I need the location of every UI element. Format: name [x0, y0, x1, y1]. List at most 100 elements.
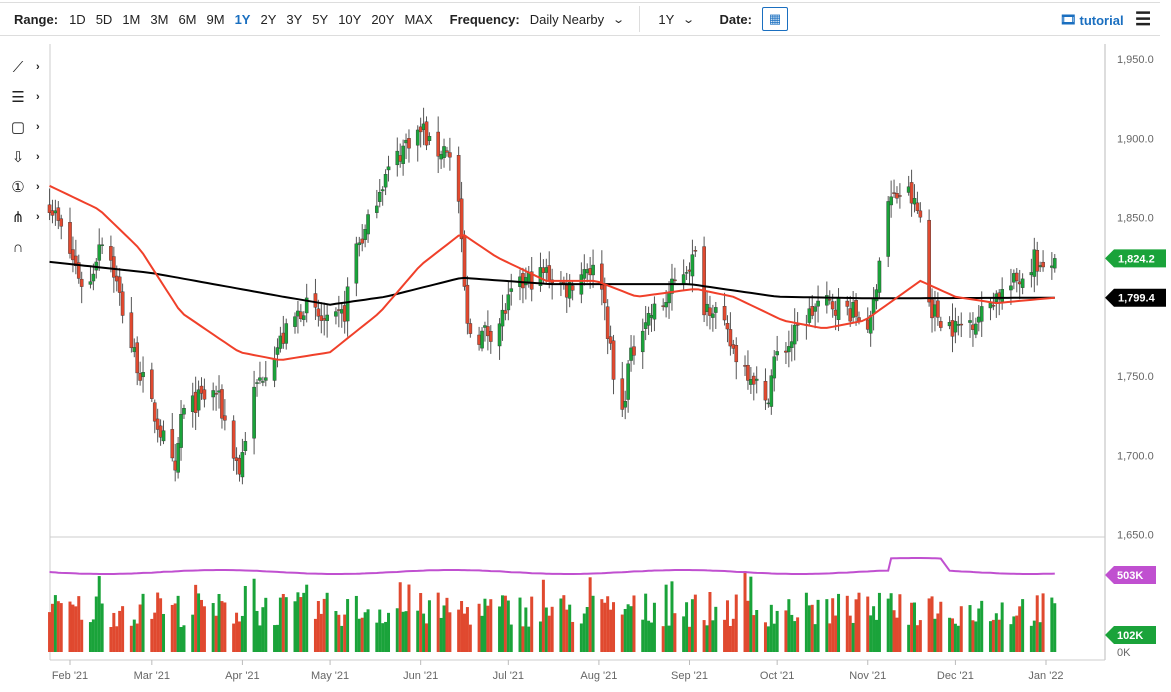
date-tick-label: Dec '21	[937, 670, 974, 682]
candle-body	[629, 347, 633, 361]
range-5y[interactable]: 5Y	[312, 11, 329, 27]
volume-bar	[600, 599, 604, 652]
candle-body	[296, 310, 300, 317]
candle-body	[874, 289, 879, 302]
tool-marker[interactable]: ① ›	[8, 172, 48, 202]
volume-bar	[579, 623, 583, 652]
candle-body	[950, 320, 955, 337]
tool-rectangle[interactable]: ▢ ›	[8, 112, 48, 142]
chevron-right-icon: ›	[36, 91, 40, 103]
candle-body	[483, 325, 487, 328]
candle-body	[50, 210, 55, 216]
volume-bar	[682, 616, 686, 652]
candle-body	[749, 379, 753, 385]
candle-body	[789, 341, 794, 348]
frequency-dropdown[interactable]: Daily Nearby ⌄	[530, 12, 625, 27]
tool-magnet[interactable]: ∩	[8, 232, 48, 262]
calendar-icon[interactable]: ▦	[762, 7, 788, 31]
tool-fib[interactable]: ☰ ›	[8, 82, 48, 112]
volume-bar	[837, 593, 841, 652]
candle-body	[728, 329, 733, 347]
candle-body	[278, 335, 283, 349]
volume-bar	[755, 610, 759, 652]
candle-body	[564, 284, 569, 298]
volume-bar	[632, 595, 636, 652]
volume-badge-bg	[1105, 626, 1156, 644]
candle-body	[702, 246, 706, 316]
date-tick-label: Jul '21	[493, 670, 524, 682]
price-tick-label: 1,650.0	[1117, 530, 1154, 542]
range-1m[interactable]: 1M	[122, 11, 141, 27]
last-price-badge: 1,824.2	[1118, 253, 1155, 265]
candle-body	[334, 311, 338, 317]
candle-body	[509, 288, 514, 292]
candle-body	[258, 377, 262, 381]
volume-bar	[907, 624, 911, 652]
candle-body	[526, 272, 531, 282]
candle-body	[713, 307, 718, 313]
candle-body	[731, 344, 736, 349]
range-5d[interactable]: 5D	[95, 11, 113, 27]
date-tick-label: Mar '21	[134, 670, 170, 682]
date-tick-label: May '21	[311, 670, 349, 682]
candle-body	[94, 261, 99, 271]
volume-bar	[670, 581, 674, 652]
period-dropdown[interactable]: 1Y ⌄	[658, 12, 695, 27]
candle-body	[769, 375, 774, 407]
candle-body	[313, 293, 318, 308]
volume-bar	[731, 618, 735, 652]
candle-body	[439, 154, 443, 160]
candle-body	[877, 260, 882, 293]
candle-body	[418, 126, 423, 133]
volume-bar	[258, 625, 262, 652]
tool-arrow[interactable]: ⇩ ›	[8, 142, 48, 172]
candle-body	[427, 136, 432, 141]
candle-body	[643, 322, 648, 329]
range-2y[interactable]: 2Y	[260, 11, 277, 27]
volume-bar	[457, 609, 461, 652]
volume-bar	[91, 619, 95, 652]
candle-body	[626, 363, 630, 400]
candle-body	[158, 425, 163, 438]
candle-body	[933, 304, 937, 317]
volume-bar	[796, 617, 800, 652]
volume-bar	[708, 592, 712, 652]
range-max[interactable]: MAX	[404, 11, 433, 27]
candle-body	[363, 229, 367, 240]
candle-body	[272, 359, 277, 381]
tutorial-link[interactable]: 🎞 tutorial	[1060, 12, 1124, 28]
menu-icon[interactable]: ☰	[1135, 9, 1152, 29]
volume-bar	[132, 619, 136, 652]
candle-body	[971, 324, 975, 330]
range-6m[interactable]: 6M	[178, 11, 197, 27]
candle-body	[503, 310, 508, 314]
range-1d[interactable]: 1D	[69, 11, 86, 27]
volume-bar	[138, 604, 142, 652]
range-20y[interactable]: 20Y	[371, 11, 395, 27]
volume-bar	[538, 621, 542, 652]
candle-body	[357, 242, 362, 246]
range-1y[interactable]: 1Y	[234, 11, 251, 27]
date-tick-label: Jun '21	[403, 670, 438, 682]
volume-bar	[851, 622, 855, 652]
volume-bar	[898, 594, 902, 652]
candle-body	[117, 276, 122, 293]
tool-trendline[interactable]: ⟋ ›	[8, 52, 48, 82]
volume-bar	[769, 604, 773, 652]
range-9m[interactable]: 9M	[206, 11, 225, 27]
volume-bar	[728, 625, 732, 652]
candle-body	[152, 402, 157, 422]
volume-bar	[527, 626, 531, 652]
candle-body	[690, 254, 695, 277]
range-10y[interactable]: 10Y	[338, 11, 362, 27]
volume-bar	[980, 600, 984, 652]
volume-bar	[462, 613, 466, 652]
range-3y[interactable]: 3Y	[286, 11, 303, 27]
candle-body	[851, 301, 855, 318]
range-3m[interactable]: 3M	[150, 11, 169, 27]
tool-pitchfork[interactable]: ⋔ ›	[8, 202, 48, 232]
candle-body	[120, 291, 125, 316]
candle-body	[1009, 285, 1013, 291]
candle-body	[88, 281, 93, 285]
